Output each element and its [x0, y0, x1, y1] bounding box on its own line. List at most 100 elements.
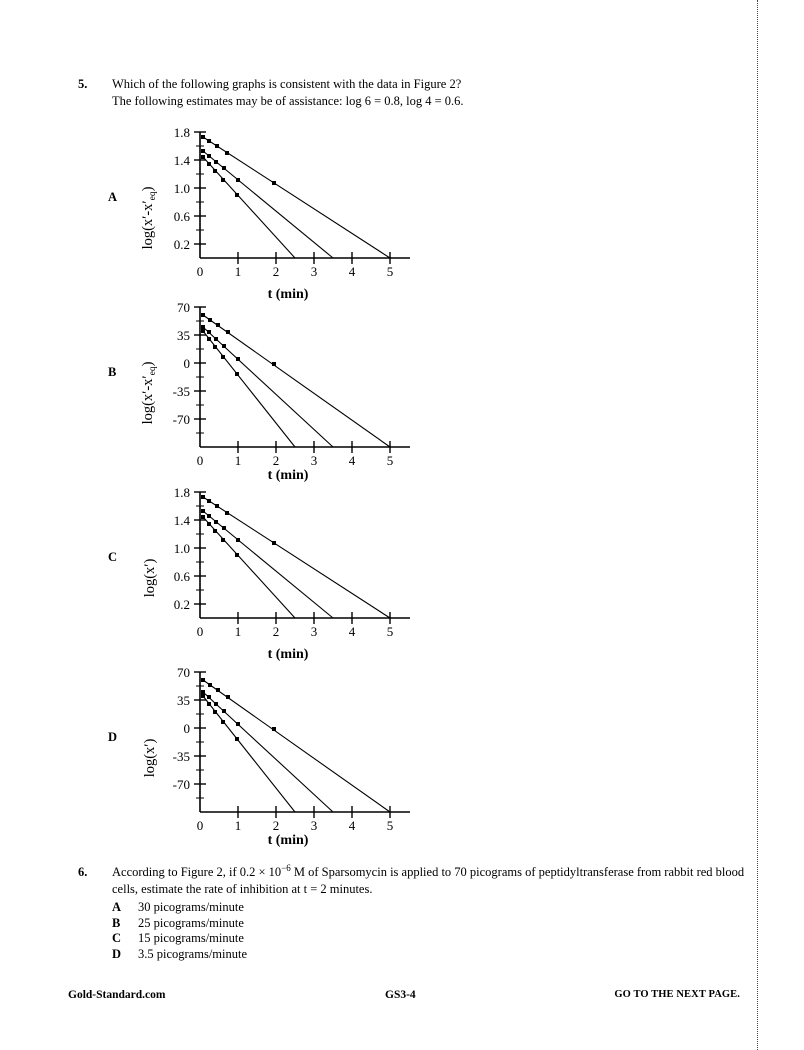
graph-a-y-ticks: 1.8 1.4 1.0 0.6 0.2: [174, 125, 206, 252]
graph-a-y-axis-label: log(x′-x′eq): [140, 186, 158, 249]
option-row-c[interactable]: C 15 picograms/minute: [112, 931, 753, 947]
graph-panel-b[interactable]: B log(x′-x′eq) 70 35 0 -35: [100, 297, 440, 482]
graph-d-xtick-1: 1: [235, 818, 242, 833]
graph-d-ytick-3: -35: [173, 749, 190, 764]
graph-a-xtick-3: 3: [311, 264, 318, 279]
graph-a-ytick-3: 0.6: [174, 209, 191, 224]
graph-d-y-axis-label: log(x′): [142, 739, 158, 778]
option-row-d[interactable]: D 3.5 picograms/minute: [112, 947, 753, 963]
graph-b-xtick-3: 3: [311, 453, 318, 468]
graph-a-xtick-4: 4: [349, 264, 356, 279]
graph-c-ytick-4: 0.2: [174, 597, 190, 612]
graph-d-xtick-4: 4: [349, 818, 356, 833]
graph-b-line-slow: [202, 314, 391, 448]
graph-panel-a-letter: A: [108, 190, 118, 204]
graph-d-data-lines: [202, 679, 391, 813]
graph-b-data-markers: [201, 313, 276, 376]
question-6-body: According to Figure 2, if 0.2 × 10−6 M o…: [112, 862, 753, 897]
graph-d-xtick-2: 2: [273, 818, 280, 833]
graph-panel-d-plot: log(x′) 70 35 0 -35 -70: [138, 662, 438, 847]
graph-b-xtick-2: 2: [273, 453, 280, 468]
graph-c-data-lines: [202, 496, 391, 619]
graph-b-xtick-1: 1: [235, 453, 242, 468]
graph-c-ytick-2: 1.0: [174, 541, 190, 556]
graph-b-ytick-3: -35: [173, 384, 190, 399]
graph-d-xtick-5: 5: [387, 818, 394, 833]
graph-c-ytick-3: 0.6: [174, 569, 191, 584]
graph-d-xtick-3: 3: [311, 818, 318, 833]
question-5-number: 5.: [78, 77, 88, 91]
graph-panel-a-plot: log(x′-x′eq) 1.8 1.4 1.0 0.6: [138, 122, 438, 307]
graph-a-xtick-1: 1: [235, 264, 242, 279]
graph-c-xtick-0: 0: [197, 624, 204, 639]
question-5-block: 5. Which of the following graphs is cons…: [78, 76, 738, 109]
option-d-text: 3.5 picograms/minute: [138, 946, 248, 961]
graph-b-xtick-5: 5: [387, 453, 394, 468]
option-row-b[interactable]: B 25 picograms/minute: [112, 916, 753, 932]
graph-b-ytick-4: -70: [173, 412, 190, 427]
graph-a-line-fast: [202, 156, 296, 259]
graph-d-x-ticks: 0 1 2 3 4 5: [197, 806, 394, 833]
graph-a-ytick-1: 1.4: [174, 153, 191, 168]
graph-c-xtick-4: 4: [349, 624, 356, 639]
graph-c-x-axis-title: t (min): [268, 647, 309, 662]
option-b-text: 25 picograms/minute: [138, 915, 244, 930]
graph-c-line-slow: [202, 496, 391, 619]
graph-a-ytick-0: 1.8: [174, 125, 190, 140]
graph-c-ytick-0: 1.8: [174, 485, 190, 500]
graph-b-y-ticks: 70 35 0 -35 -70: [173, 300, 206, 434]
graph-b-xtick-0: 0: [197, 453, 204, 468]
graph-a-data-lines: [202, 136, 391, 259]
graph-b-svg: log(x′-x′eq) 70 35 0 -35 -70: [140, 300, 410, 482]
option-b-letter: B: [112, 915, 121, 930]
option-row-a[interactable]: A 30 picograms/minute: [112, 900, 753, 916]
graph-c-xtick-1: 1: [235, 624, 242, 639]
graph-panel-d-letter: D: [108, 730, 118, 744]
footer-page-code: GS3-4: [385, 989, 416, 1001]
graph-c-line-fast: [202, 516, 296, 619]
question-6-exponent: −6: [281, 862, 291, 873]
graph-panel-c-letter: C: [108, 550, 118, 564]
graph-panel-c[interactable]: C log(x′) 1.8 1.4 1.0 0.6: [100, 482, 440, 667]
graph-d-ytick-1: 35: [177, 693, 190, 708]
graph-panel-c-plot: log(x′) 1.8 1.4 1.0 0.6 0.2: [138, 482, 438, 667]
graph-d-y-ticks: 70 35 0 -35 -70: [173, 665, 206, 799]
graph-c-data-markers: [201, 495, 276, 557]
graph-c-y-axis-label: log(x′): [142, 559, 158, 598]
graph-panel-b-plot: log(x′-x′eq) 70 35 0 -35 -70: [138, 297, 438, 482]
option-a-letter: A: [112, 900, 122, 914]
graph-b-x-ticks: 0 1 2 3 4 5: [197, 441, 394, 468]
graph-a-x-ticks: 0 1 2 3 4 5: [197, 252, 393, 279]
graph-c-xtick-2: 2: [273, 624, 280, 639]
graph-b-ytick-2: 0: [184, 356, 191, 371]
question-6-line-1-part-b: M of Sparsomycin is applied to 70 picogr…: [290, 865, 634, 879]
graph-a-xtick-0: 0: [197, 264, 204, 279]
graph-d-xtick-0: 0: [197, 818, 204, 833]
graph-panel-a[interactable]: A log(x′-x′eq) 1.8 1.4 1.0: [100, 122, 440, 307]
graph-b-ytick-0: 70: [177, 300, 190, 315]
graph-b-x-axis-title: t (min): [268, 468, 309, 482]
graph-c-y-ticks: 1.8 1.4 1.0 0.6 0.2: [174, 485, 206, 612]
option-a-text: 30 picograms/minute: [138, 900, 244, 914]
graph-c-x-ticks: 0 1 2 3 4 5: [197, 612, 394, 639]
question-5-body: Which of the following graphs is consist…: [112, 76, 738, 109]
graph-d-line-fast: [202, 695, 296, 813]
graph-d-ytick-0: 70: [177, 665, 190, 680]
graph-a-x-axis-title: t (min): [268, 287, 309, 302]
graph-d-x-axis-title: t (min): [268, 833, 309, 847]
graph-a-line-slow: [202, 136, 391, 259]
graph-d-data-markers: [201, 678, 276, 741]
page-edge-dotted-rule: [757, 0, 758, 1050]
graph-c-xtick-5: 5: [387, 624, 394, 639]
footer-site-name[interactable]: Gold-Standard.com: [68, 989, 166, 1001]
graph-a-ytick-4: 0.2: [174, 237, 190, 252]
graph-c-svg: log(x′) 1.8 1.4 1.0 0.6 0.2: [142, 485, 410, 662]
graph-d-ytick-2: 0: [184, 721, 191, 736]
graph-b-ytick-1: 35: [177, 328, 190, 343]
graph-d-svg: log(x′) 70 35 0 -35 -70: [142, 665, 410, 847]
graph-a-ytick-2: 1.0: [174, 181, 190, 196]
graph-panel-d[interactable]: D log(x′) 70 35 0 -35: [100, 662, 440, 847]
graph-d-line-slow: [202, 679, 391, 813]
graph-b-line-fast: [202, 330, 296, 448]
graph-c-xtick-3: 3: [311, 624, 318, 639]
